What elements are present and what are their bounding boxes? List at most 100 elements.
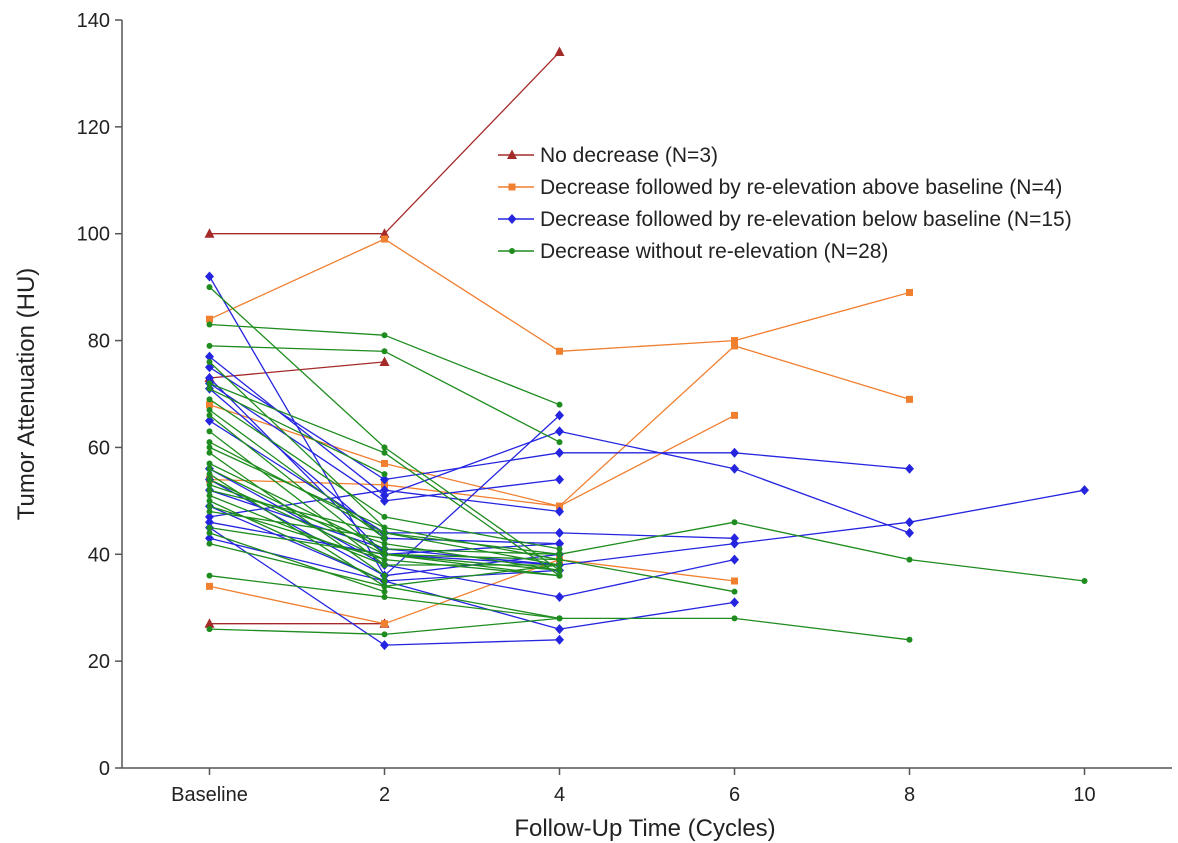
data-point [555,592,564,603]
data-point [555,474,564,485]
data-point [205,271,214,282]
data-point [206,407,213,414]
series-line [209,361,385,379]
data-point [206,460,213,467]
series-line [209,558,735,625]
data-point [554,46,565,57]
data-point [206,524,213,531]
data-point [206,449,213,456]
data-point [204,228,215,238]
legend-marker [507,149,517,159]
x-tick-label: 4 [554,784,565,806]
series-line [209,468,735,598]
data-point [1080,485,1089,496]
data-point [556,502,563,510]
x-ticks: Baseline 2 4 6 8 10 [171,768,1096,806]
data-point [556,347,563,355]
data-point [555,624,564,635]
data-point [381,551,388,558]
data-point [381,524,388,531]
series-line [209,505,735,630]
legend-marker [509,248,515,254]
axes [121,20,1172,769]
data-point [379,228,390,238]
y-tick-label: 40 [88,544,110,566]
data-point [206,401,213,409]
data-point [731,337,738,345]
data-point [380,474,389,485]
data-point [556,561,563,568]
data-point [206,439,213,446]
data-point [555,410,564,421]
data-point [730,447,739,458]
y-tick-label: 100 [77,224,110,246]
data-point [206,503,213,510]
data-point [206,497,213,504]
data-point [381,572,388,579]
data-point [380,640,389,651]
legend-entry: Decrease followed by re-elevation above … [498,176,1062,199]
data-point [381,556,388,563]
data-point [205,517,214,528]
data-point [381,444,388,451]
series-line [209,446,735,593]
data-point [205,372,214,383]
series-group-square [206,235,913,628]
data-point [206,321,213,328]
series-line [209,532,385,593]
x-tick-label: 8 [904,784,915,806]
y-tick-label: 60 [88,437,110,459]
data-point [556,567,563,574]
data-point [380,495,389,506]
data-point [381,561,388,568]
data-point [206,508,213,515]
data-point [556,551,563,558]
data-point [206,342,213,349]
data-point [381,588,388,595]
x-tick-label: 2 [379,784,390,806]
x-tick-label: Baseline [171,784,248,806]
legend-entry: Decrease without re-elevation (N=28) [498,240,888,263]
x-axis-title: Follow-Up Time (Cycles) [514,815,775,842]
data-point [206,396,213,403]
y-tick-label: 80 [88,331,110,353]
data-point [381,481,388,489]
data-point [556,572,563,579]
y-tick-label: 140 [77,10,110,32]
data-point [381,540,388,547]
data-point [731,519,738,526]
legend-entry: Decrease followed by re-elevation below … [498,208,1072,231]
data-point [731,615,738,622]
legend-marker [507,214,517,224]
data-point [206,492,213,499]
data-point [555,506,564,517]
data-point [1081,578,1088,584]
data-point [381,471,388,478]
data-point [205,351,214,362]
data-point [206,471,213,478]
data-point [206,380,213,387]
legend-marker [508,183,516,191]
data-point [731,342,738,350]
data-point [206,529,213,536]
series-line [209,361,385,529]
data-point [906,288,913,296]
data-point [906,636,913,643]
y-tick-label: 0 [99,758,110,780]
data-point [381,594,388,601]
legend-label: No decrease (N=3) [540,144,718,167]
series-line [209,510,385,539]
x-tick-label: 6 [729,784,740,806]
data-point [730,533,739,544]
legend-label: Decrease without re-elevation (N=28) [540,240,888,263]
data-point [381,235,388,243]
data-point [206,626,213,633]
y-tick-label: 120 [77,117,110,139]
series-line [209,377,1085,566]
series-group-circle [206,284,1088,643]
legend: No decrease (N=3) Decrease followed by re… [498,144,1072,263]
data-point [206,582,213,590]
data-point [905,463,914,474]
data-point [556,439,563,446]
data-point [731,411,738,419]
